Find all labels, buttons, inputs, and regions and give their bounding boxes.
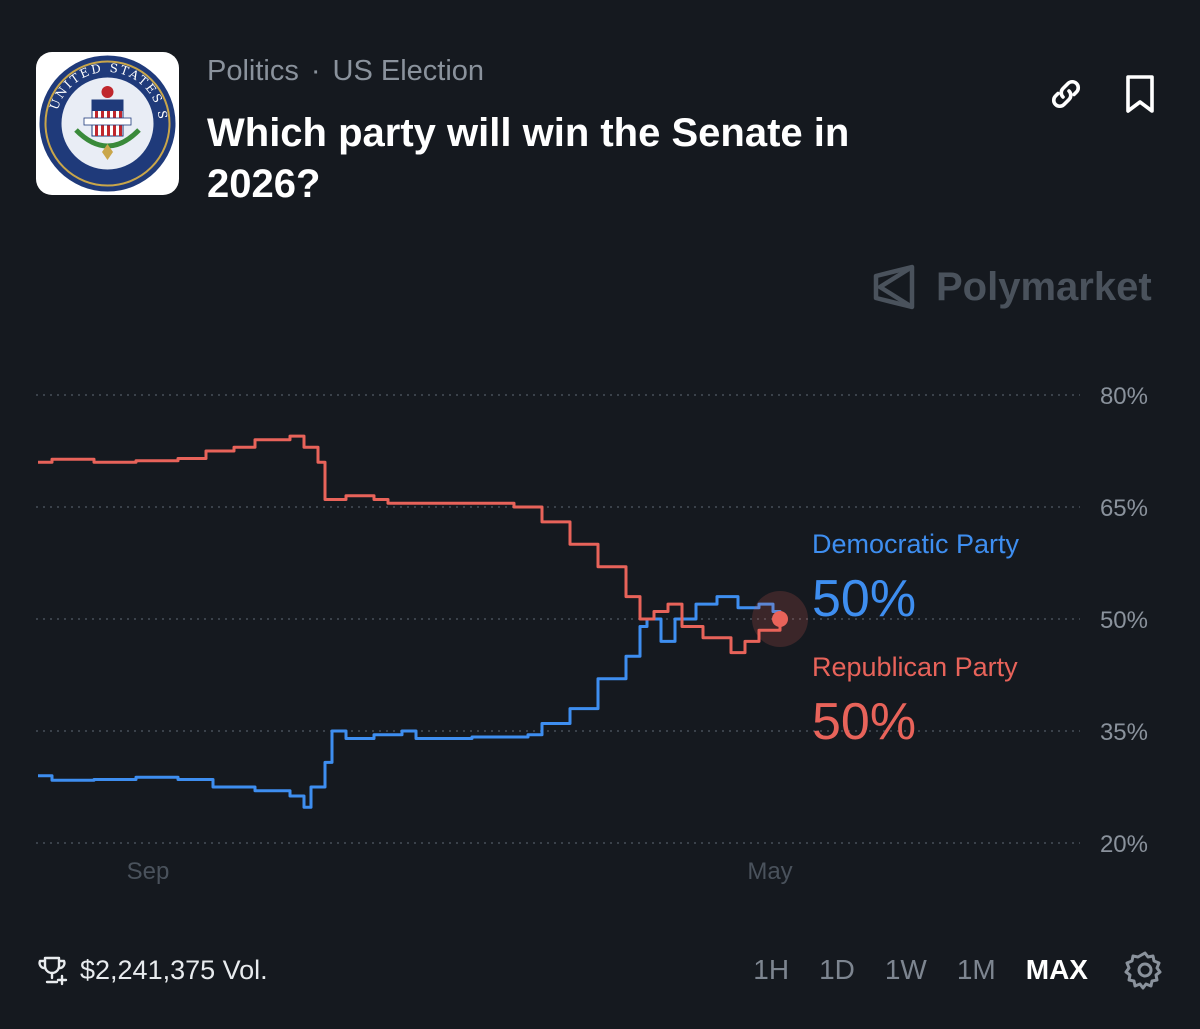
brand-name: Polymarket — [936, 264, 1152, 309]
range-1h-button[interactable]: 1H — [753, 954, 790, 985]
legend-republican-label: Republican Party — [812, 652, 1018, 682]
y-tick-label: 80% — [1100, 383, 1148, 410]
settings-gear-icon[interactable] — [1124, 949, 1166, 991]
breadcrumb-separator: · — [310, 54, 321, 87]
polymarket-watermark: Polymarket — [872, 262, 1152, 312]
y-tick-label: 50% — [1100, 607, 1148, 634]
time-range-selector: 1H 1D 1W 1M MAX — [753, 948, 1088, 992]
link-icon[interactable] — [1044, 72, 1088, 116]
current-point-dot — [772, 611, 788, 627]
market-title: Which party will win the Senate in 2026? — [207, 111, 850, 206]
breadcrumb-category[interactable]: Politics — [207, 54, 299, 87]
range-1d-button[interactable]: 1D — [819, 954, 855, 985]
y-tick-label: 65% — [1100, 495, 1148, 522]
range-max-button[interactable]: MAX — [1025, 954, 1088, 985]
y-tick-label: 35% — [1100, 719, 1148, 746]
chart-grid — [36, 394, 1080, 844]
y-axis-ticks: 80% 65% 50% 35% 20% — [1100, 383, 1148, 858]
chart-series — [38, 434, 782, 809]
democratic-series-line — [38, 595, 782, 809]
market-logo: UNITED STATES SENATE E PLURIBUS UNUM — [36, 52, 179, 195]
volume-info: $2,241,375 Vol. — [36, 948, 268, 992]
chart-current-marker — [752, 591, 808, 647]
breadcrumb-subcategory[interactable]: US Election — [332, 54, 485, 87]
bookmark-icon[interactable] — [1118, 72, 1162, 116]
breadcrumb: Politics · US Election — [207, 53, 484, 89]
legend-democratic-value: 50% — [812, 570, 917, 628]
price-chart[interactable]: 80% 65% 50% 35% 20% Sep May — [0, 370, 1200, 900]
legend-republican-value: 50% — [812, 693, 917, 751]
y-tick-label: 20% — [1100, 831, 1148, 858]
range-1m-button[interactable]: 1M — [956, 954, 996, 985]
volume-text: $2,241,375 Vol. — [80, 954, 268, 985]
x-tick-label: May — [747, 858, 792, 885]
republican-series-line — [38, 434, 782, 655]
senate-seal-icon: UNITED STATES SENATE E PLURIBUS UNUM — [36, 52, 176, 192]
trophy-icon — [38, 956, 68, 986]
range-1w-button[interactable]: 1W — [884, 954, 927, 985]
x-tick-label: Sep — [127, 858, 170, 885]
x-axis-ticks: Sep May — [127, 858, 793, 885]
polymarket-logo-icon — [873, 264, 915, 310]
legend-democratic-label: Democratic Party — [812, 529, 1020, 559]
